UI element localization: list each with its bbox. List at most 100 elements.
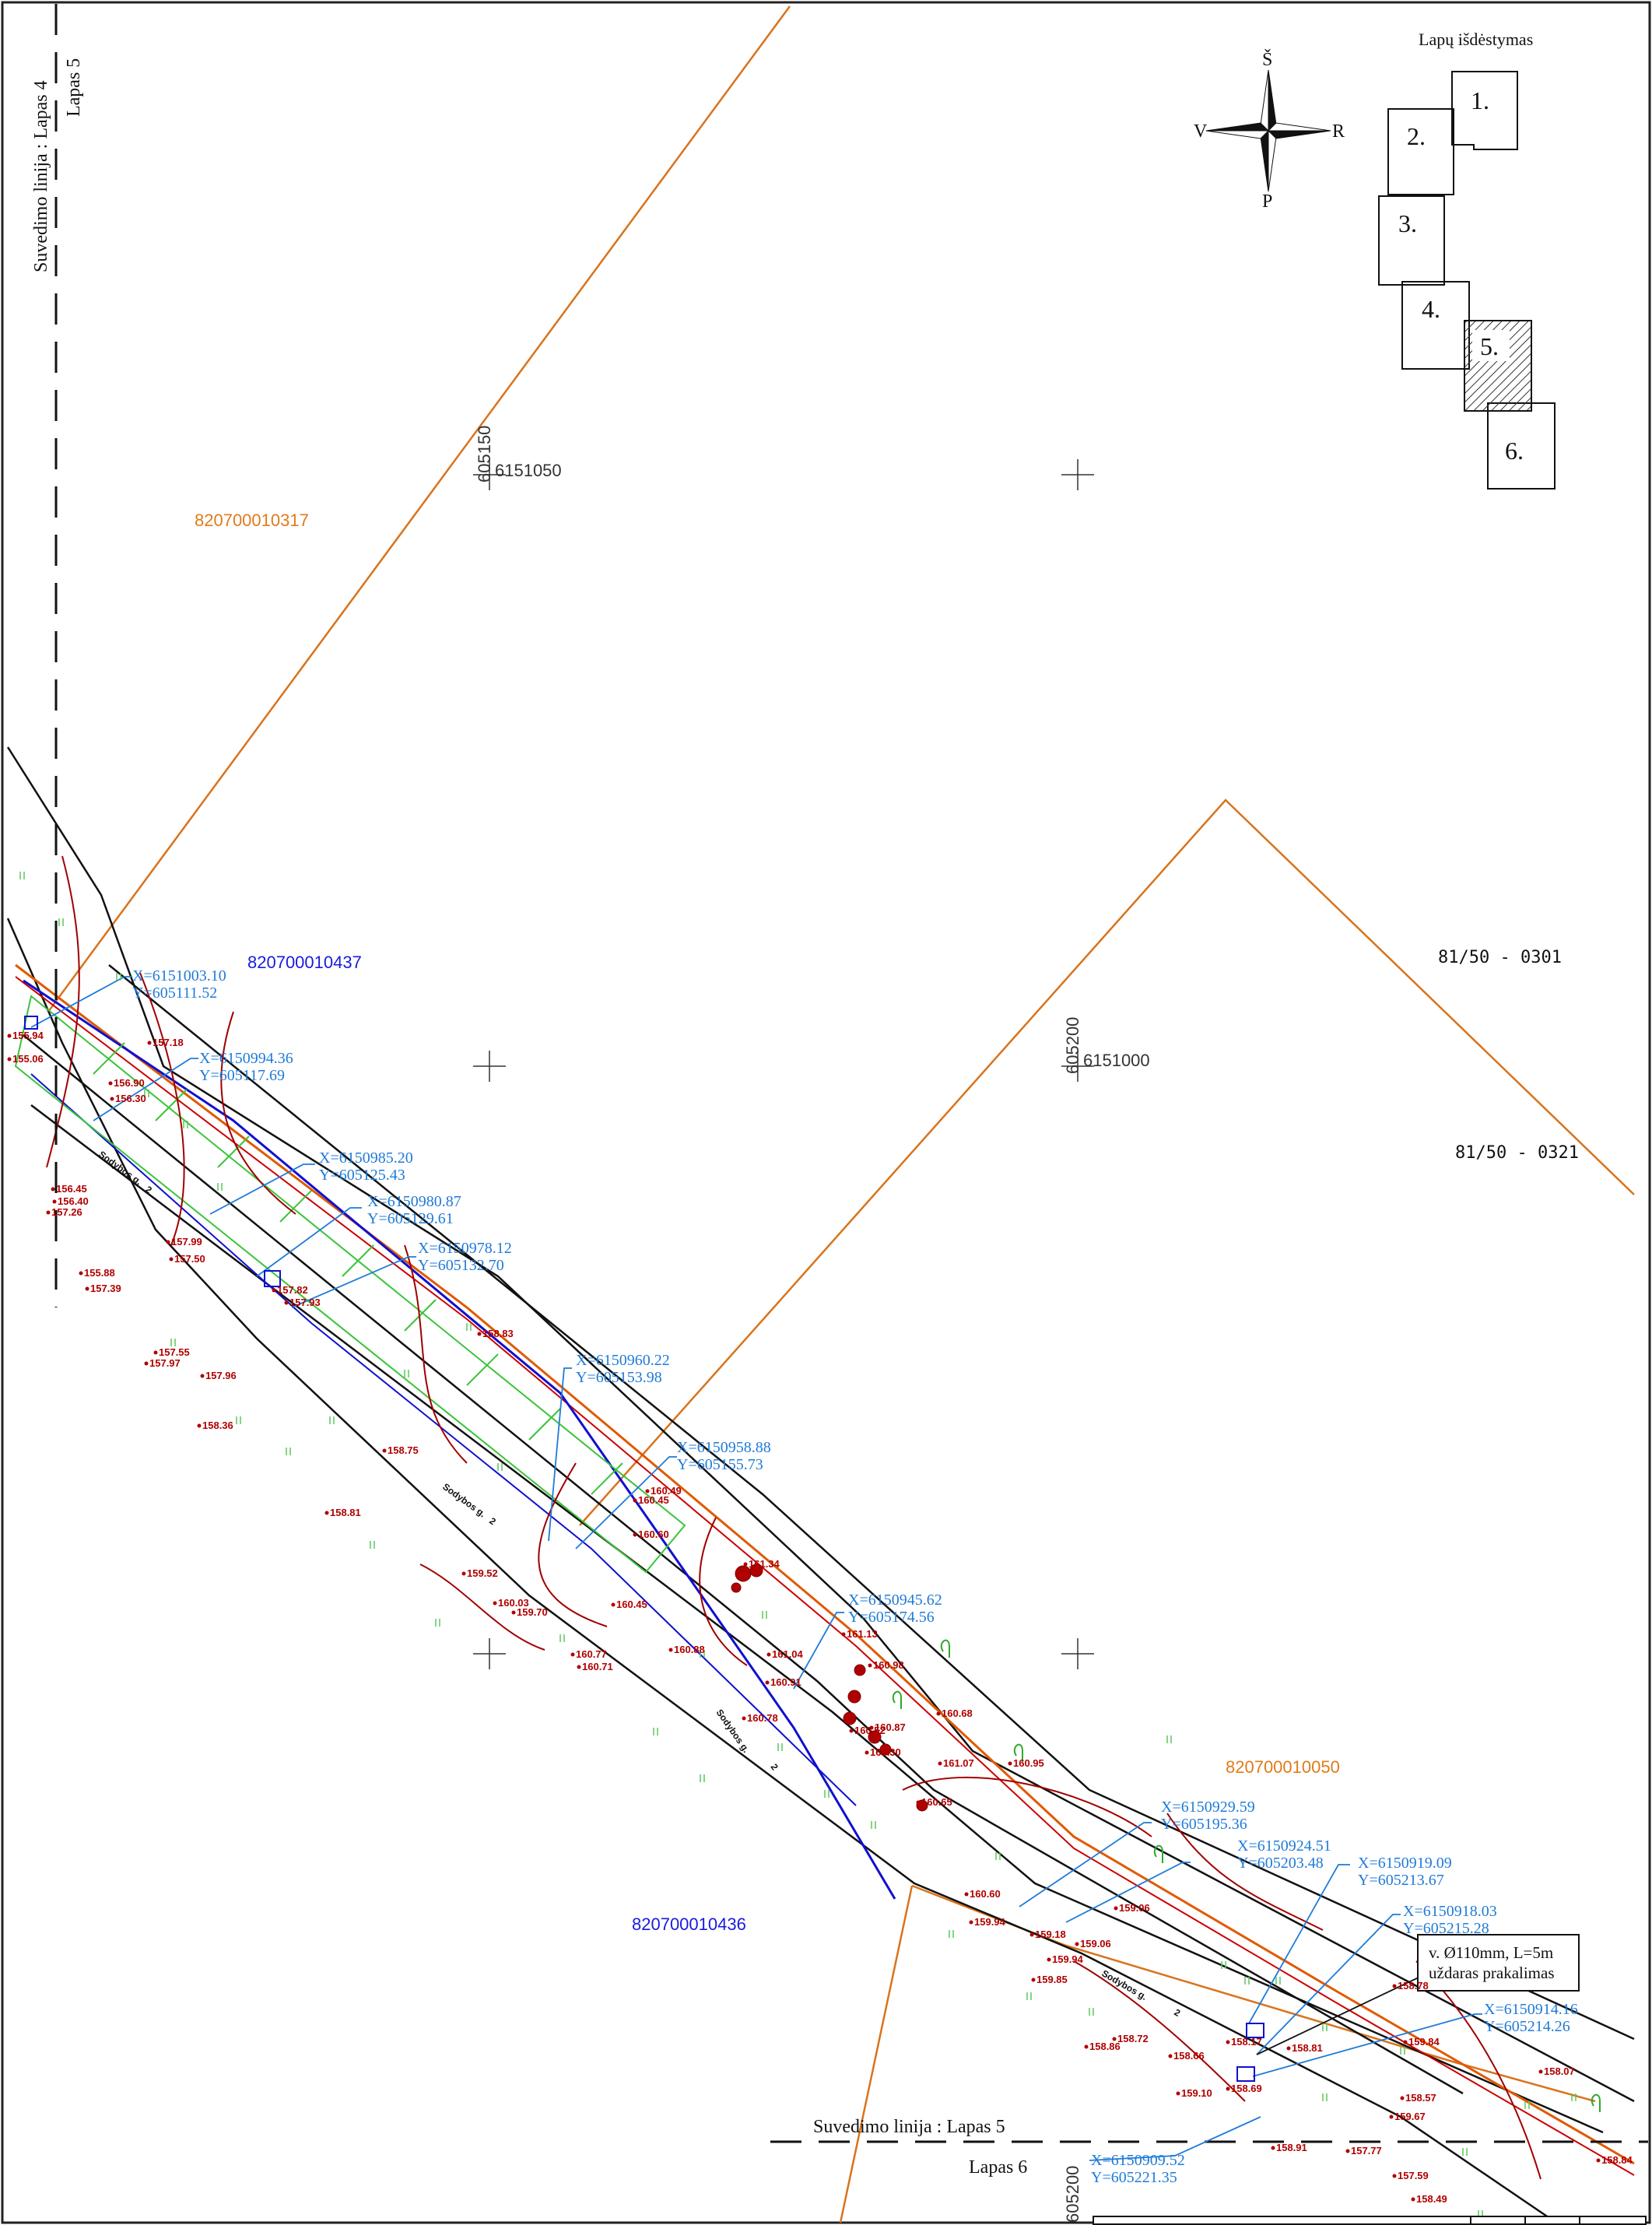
coord-x-2: X=6150994.36 — [199, 1050, 293, 1067]
spot-elevation-dot — [577, 1665, 581, 1669]
spot-elevation-label: 158.78 — [1398, 1980, 1429, 1992]
grid-label-g2-x: 605200 — [1063, 1017, 1082, 1074]
coord-x-1: X=6151003.10 — [132, 967, 226, 984]
spot-elevation-label: 160.30 — [870, 1746, 901, 1758]
spot-elevation-label: 158.72 — [1117, 2033, 1149, 2044]
coord-y-10: Y=605203.48 — [1237, 1855, 1324, 1872]
spot-elevation-dot — [493, 1601, 497, 1606]
spot-elevation-dot — [865, 1750, 869, 1755]
spot-elevation-label: 157.26 — [51, 1206, 82, 1218]
spot-elevation-label: 161.13 — [847, 1628, 878, 1640]
spot-elevation-dot — [461, 1571, 466, 1576]
spot-elevation-label: 157.18 — [153, 1037, 184, 1048]
spot-elevation-dot — [477, 1332, 482, 1336]
spot-elevation-dot — [743, 1562, 748, 1567]
grid-crosshairs — [473, 459, 1094, 1669]
coord-x-8: X=6150945.62 — [848, 1592, 942, 1609]
sheet-outline-6 — [1487, 402, 1556, 490]
sheet-label-1: 1. — [1471, 86, 1489, 114]
grid-label-g1-x: 605150 — [475, 426, 494, 483]
spot-elevation-label: 156.40 — [58, 1195, 89, 1207]
coord-y-6: Y=605153.98 — [576, 1369, 662, 1386]
green-zone — [14, 995, 686, 1574]
spot-elevation-label: 156.45 — [56, 1183, 87, 1195]
spot-elevation-label: 157.50 — [174, 1253, 205, 1265]
coord-y-7: Y=605155.73 — [677, 1456, 763, 1473]
spot-elevation-label: 159.70 — [517, 1606, 548, 1618]
coord-x-3: X=6150985.20 — [319, 1149, 413, 1167]
sheet-label-3: 3. — [1398, 209, 1417, 237]
parcel-label-p2: 820700010437 — [247, 953, 362, 972]
utility-lines — [15, 963, 1635, 2176]
sheet-outline-3 — [1378, 195, 1445, 286]
grid-label-g3-x: 605200 — [1063, 2166, 1082, 2223]
sheet-label-6: 6. — [1505, 437, 1524, 465]
spot-elevation-dot — [153, 1350, 158, 1355]
coord-y-1: Y=605111.52 — [132, 984, 217, 1002]
coord-y-2: Y=605117.69 — [199, 1067, 285, 1084]
parcel-label-p3: 820700010050 — [1226, 1757, 1340, 1777]
spot-elevation-label: 157.55 — [159, 1346, 190, 1358]
compass-rose: Š P V R — [1194, 49, 1345, 212]
spot-elevation-dot — [1008, 1761, 1012, 1766]
spot-elevation-dot — [938, 1761, 942, 1766]
spot-elevation-label: 155.88 — [84, 1267, 115, 1279]
coordinate-leaders — [30, 976, 1482, 2161]
compass-south: P — [1262, 191, 1272, 212]
spot-elevation-label: 158.36 — [202, 1420, 233, 1431]
spot-elevation-dot — [570, 1652, 575, 1657]
spot-elevation-label: 159.06 — [1119, 1902, 1150, 1914]
spot-elevation-dot — [964, 1892, 969, 1897]
spot-elevation-dot — [1286, 2046, 1291, 2051]
spot-elevation-label: 159.06 — [1080, 1938, 1111, 1950]
coord-y-12: Y=605215.28 — [1403, 1920, 1489, 1937]
spot-elevation-label: 158.86 — [1089, 2041, 1121, 2052]
coord-y-5: Y=605132.70 — [418, 1257, 504, 1274]
spot-elevation-dot — [916, 1800, 921, 1805]
spot-elevation-dot — [169, 1257, 174, 1262]
sheet-outline-1 — [1451, 71, 1518, 150]
spot-elevation-label: 160.45 — [638, 1494, 669, 1506]
spot-elevation-dot — [197, 1423, 202, 1428]
spot-elevation-label: 159.18 — [1035, 1928, 1066, 1940]
spot-elevation-label: 159.94 — [974, 1916, 1006, 1928]
coord-y-14: Y=605221.35 — [1091, 2169, 1177, 2186]
sheet-label-2: 2. — [1407, 122, 1426, 150]
spot-elevation-dot — [1168, 2054, 1173, 2058]
spot-elevation-label: 157.99 — [171, 1236, 202, 1248]
spot-elevation-label: 159.94 — [1052, 1953, 1084, 1965]
parcel-label-p1: 820700010317 — [195, 511, 309, 530]
coord-y-8: Y=605174.56 — [848, 1609, 935, 1626]
spot-elevation-label: 158.83 — [482, 1328, 514, 1339]
coord-x-6: X=6150960.22 — [576, 1352, 670, 1369]
coord-y-13: Y=605214.26 — [1484, 2018, 1570, 2035]
spot-elevation-label: 155.06 — [12, 1053, 44, 1065]
spot-elevation-label: 160.87 — [875, 1721, 906, 1733]
spot-elevation-label: 160.77 — [576, 1648, 607, 1660]
spot-elevation-dot — [147, 1041, 152, 1045]
spot-elevation-label: 161.34 — [749, 1558, 780, 1570]
coord-x-9: X=6150929.59 — [1161, 1799, 1255, 1816]
spot-elevation-dot — [1389, 2114, 1394, 2119]
grid-label-g2-y: 6151000 — [1083, 1051, 1150, 1070]
spot-elevation-dot — [46, 1210, 51, 1215]
spot-elevation-label: 159.52 — [467, 1567, 498, 1579]
spot-elevation-label: 157.97 — [149, 1357, 181, 1369]
spot-elevation-label: 158.81 — [1292, 2042, 1323, 2054]
note-line2: uždaras prakalimas — [1429, 1964, 1555, 1982]
grass-marks — [19, 872, 1577, 2218]
spot-elevation-dot — [841, 1632, 846, 1637]
spot-elevation-dot — [1345, 2149, 1350, 2153]
spot-elevation-dot — [1411, 2197, 1415, 2202]
spot-elevation-dot — [7, 1057, 12, 1062]
spot-elevation-dot — [1029, 1932, 1034, 1937]
spot-elevation-label: 160.49 — [651, 1485, 682, 1497]
spot-elevation-dot — [284, 1300, 289, 1305]
spot-elevation-label: 157.39 — [90, 1283, 121, 1294]
spot-elevation-dot — [668, 1648, 673, 1652]
spot-elevation-dot — [382, 1448, 387, 1453]
street-number: 2 — [769, 1762, 780, 1773]
spot-elevation-dot — [611, 1602, 616, 1607]
spot-elevation-dot — [1403, 2040, 1408, 2044]
